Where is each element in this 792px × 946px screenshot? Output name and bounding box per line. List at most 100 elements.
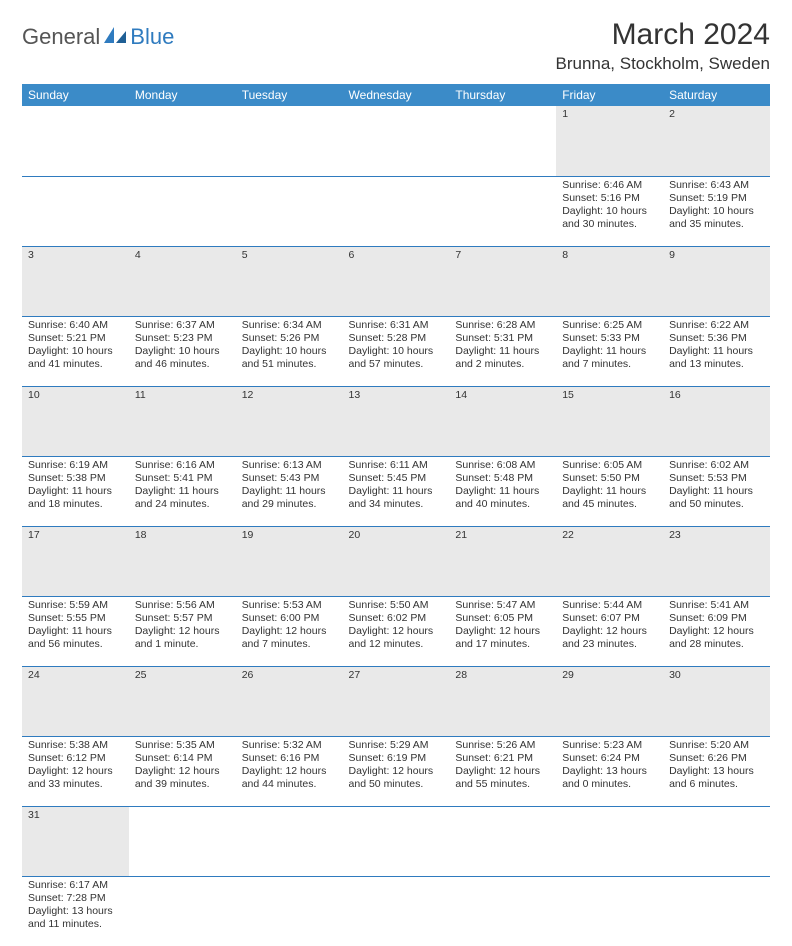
day-cell xyxy=(129,176,236,246)
daynum-row: 31 xyxy=(22,806,770,876)
day-number: 18 xyxy=(129,526,236,596)
cell-line-day1: Daylight: 11 hours xyxy=(562,485,657,498)
cell-line-day1: Daylight: 13 hours xyxy=(669,765,764,778)
cell-line-day1: Daylight: 12 hours xyxy=(455,765,550,778)
cell-line-sunset: Sunset: 6:16 PM xyxy=(242,752,337,765)
content-row: Sunrise: 6:19 AMSunset: 5:38 PMDaylight:… xyxy=(22,456,770,526)
cell-line-day1: Daylight: 12 hours xyxy=(135,765,230,778)
day-cell: Sunrise: 6:37 AMSunset: 5:23 PMDaylight:… xyxy=(129,316,236,386)
cell-line-sunset: Sunset: 5:41 PM xyxy=(135,472,230,485)
cell-line-sunrise: Sunrise: 6:34 AM xyxy=(242,319,337,332)
cell-line-sunset: Sunset: 6:21 PM xyxy=(455,752,550,765)
day-number xyxy=(129,806,236,876)
cell-line-day1: Daylight: 10 hours xyxy=(562,205,657,218)
day-cell xyxy=(556,876,663,946)
cell-line-sunrise: Sunrise: 5:50 AM xyxy=(349,599,444,612)
day-cell: Sunrise: 5:23 AMSunset: 6:24 PMDaylight:… xyxy=(556,736,663,806)
day-cell: Sunrise: 6:46 AMSunset: 5:16 PMDaylight:… xyxy=(556,176,663,246)
cell-line-day2: and 33 minutes. xyxy=(28,778,123,791)
day-cell: Sunrise: 5:53 AMSunset: 6:00 PMDaylight:… xyxy=(236,596,343,666)
content-row: Sunrise: 6:46 AMSunset: 5:16 PMDaylight:… xyxy=(22,176,770,246)
cell-line-sunrise: Sunrise: 5:41 AM xyxy=(669,599,764,612)
cell-line-sunrise: Sunrise: 6:08 AM xyxy=(455,459,550,472)
cell-line-sunset: Sunset: 5:38 PM xyxy=(28,472,123,485)
logo: General Blue xyxy=(22,24,174,50)
day-number: 28 xyxy=(449,666,556,736)
day-number: 23 xyxy=(663,526,770,596)
day-number: 16 xyxy=(663,386,770,456)
day-number: 2 xyxy=(663,106,770,176)
day-cell: Sunrise: 5:41 AMSunset: 6:09 PMDaylight:… xyxy=(663,596,770,666)
cell-line-sunset: Sunset: 5:33 PM xyxy=(562,332,657,345)
day-cell: Sunrise: 6:43 AMSunset: 5:19 PMDaylight:… xyxy=(663,176,770,246)
cell-line-sunrise: Sunrise: 5:44 AM xyxy=(562,599,657,612)
day-cell: Sunrise: 5:38 AMSunset: 6:12 PMDaylight:… xyxy=(22,736,129,806)
day-cell: Sunrise: 6:19 AMSunset: 5:38 PMDaylight:… xyxy=(22,456,129,526)
day-cell xyxy=(449,176,556,246)
header: General Blue March 2024 Brunna, Stockhol… xyxy=(22,18,770,74)
day-cell: Sunrise: 6:05 AMSunset: 5:50 PMDaylight:… xyxy=(556,456,663,526)
cell-line-sunrise: Sunrise: 5:32 AM xyxy=(242,739,337,752)
cell-line-day2: and 28 minutes. xyxy=(669,638,764,651)
cell-line-day1: Daylight: 12 hours xyxy=(242,625,337,638)
cell-line-sunrise: Sunrise: 6:31 AM xyxy=(349,319,444,332)
day-cell: Sunrise: 5:44 AMSunset: 6:07 PMDaylight:… xyxy=(556,596,663,666)
cell-line-sunrise: Sunrise: 6:40 AM xyxy=(28,319,123,332)
day-number xyxy=(663,806,770,876)
cell-line-day2: and 39 minutes. xyxy=(135,778,230,791)
day-number: 17 xyxy=(22,526,129,596)
cell-line-sunset: Sunset: 5:55 PM xyxy=(28,612,123,625)
day-cell xyxy=(449,876,556,946)
cell-line-day1: Daylight: 12 hours xyxy=(28,765,123,778)
day-number: 9 xyxy=(663,246,770,316)
day-number: 26 xyxy=(236,666,343,736)
cell-line-sunset: Sunset: 6:07 PM xyxy=(562,612,657,625)
cell-line-sunset: Sunset: 5:50 PM xyxy=(562,472,657,485)
cell-line-day1: Daylight: 10 hours xyxy=(349,345,444,358)
day-cell: Sunrise: 6:08 AMSunset: 5:48 PMDaylight:… xyxy=(449,456,556,526)
cell-line-sunset: Sunset: 5:53 PM xyxy=(669,472,764,485)
cell-line-sunset: Sunset: 5:48 PM xyxy=(455,472,550,485)
cell-line-day2: and 34 minutes. xyxy=(349,498,444,511)
cell-line-sunset: Sunset: 5:28 PM xyxy=(349,332,444,345)
cell-line-day1: Daylight: 11 hours xyxy=(669,345,764,358)
day-number: 14 xyxy=(449,386,556,456)
cell-line-sunrise: Sunrise: 6:17 AM xyxy=(28,879,123,892)
cell-line-day2: and 41 minutes. xyxy=(28,358,123,371)
day-cell: Sunrise: 6:40 AMSunset: 5:21 PMDaylight:… xyxy=(22,316,129,386)
cell-line-sunrise: Sunrise: 5:35 AM xyxy=(135,739,230,752)
cell-line-day1: Daylight: 12 hours xyxy=(242,765,337,778)
cell-line-day2: and 7 minutes. xyxy=(242,638,337,651)
day-number: 7 xyxy=(449,246,556,316)
cell-line-day2: and 44 minutes. xyxy=(242,778,337,791)
cell-line-sunset: Sunset: 5:19 PM xyxy=(669,192,764,205)
day-number xyxy=(343,106,450,176)
day-cell: Sunrise: 6:25 AMSunset: 5:33 PMDaylight:… xyxy=(556,316,663,386)
cell-line-day1: Daylight: 12 hours xyxy=(455,625,550,638)
day-cell xyxy=(663,876,770,946)
daynum-row: 24252627282930 xyxy=(22,666,770,736)
cell-line-day1: Daylight: 11 hours xyxy=(349,485,444,498)
cell-line-day2: and 6 minutes. xyxy=(669,778,764,791)
cell-line-sunrise: Sunrise: 5:38 AM xyxy=(28,739,123,752)
cell-line-sunset: Sunset: 5:57 PM xyxy=(135,612,230,625)
cell-line-sunset: Sunset: 6:02 PM xyxy=(349,612,444,625)
content-row: Sunrise: 5:38 AMSunset: 6:12 PMDaylight:… xyxy=(22,736,770,806)
cell-line-sunset: Sunset: 6:24 PM xyxy=(562,752,657,765)
cell-line-sunrise: Sunrise: 5:23 AM xyxy=(562,739,657,752)
cell-line-sunrise: Sunrise: 6:43 AM xyxy=(669,179,764,192)
cell-line-day2: and 46 minutes. xyxy=(135,358,230,371)
cell-line-sunset: Sunset: 6:09 PM xyxy=(669,612,764,625)
day-number: 3 xyxy=(22,246,129,316)
day-number: 21 xyxy=(449,526,556,596)
cell-line-day2: and 24 minutes. xyxy=(135,498,230,511)
day-cell: Sunrise: 6:31 AMSunset: 5:28 PMDaylight:… xyxy=(343,316,450,386)
day-cell: Sunrise: 6:17 AMSunset: 7:28 PMDaylight:… xyxy=(22,876,129,946)
day-cell: Sunrise: 5:56 AMSunset: 5:57 PMDaylight:… xyxy=(129,596,236,666)
day-header: Friday xyxy=(556,84,663,106)
cell-line-day2: and 0 minutes. xyxy=(562,778,657,791)
day-cell: Sunrise: 5:50 AMSunset: 6:02 PMDaylight:… xyxy=(343,596,450,666)
daynum-row: 12 xyxy=(22,106,770,176)
cell-line-sunrise: Sunrise: 5:47 AM xyxy=(455,599,550,612)
day-cell xyxy=(343,876,450,946)
